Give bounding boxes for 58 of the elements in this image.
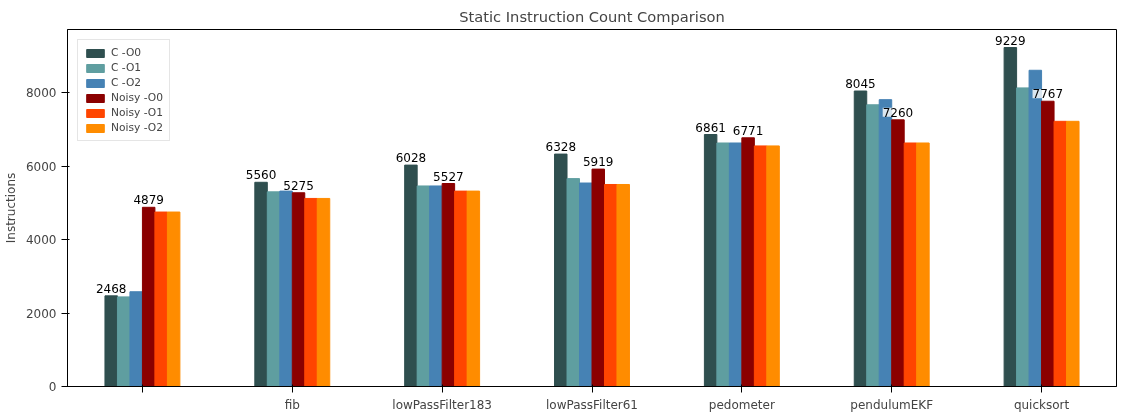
data-label: 4879 [133,193,164,208]
bar [866,104,880,387]
data-label: 5527 [433,169,464,184]
data-label: 6861 [695,120,726,135]
legend-label: Noisy -O1 [111,106,164,119]
legend-label: C -O1 [111,61,142,74]
bar [1053,120,1068,387]
y-axis-title: Instructions [3,172,18,244]
data-label: 5560 [245,168,277,183]
bar [566,178,581,387]
bar [1041,100,1055,387]
bar [404,164,418,387]
data-label: 7260 [882,105,914,120]
y-tick-label: 8000 [25,86,57,101]
bar [616,183,630,387]
x-tick-label: pendulumEKF [850,397,934,412]
data-label: 5275 [283,178,314,193]
bar [154,211,168,387]
y-tick-label: 4000 [25,233,57,248]
chart-title: Static Instruction Count Comparison [459,7,725,25]
x-tick-label: lowPassFilter61 [545,397,639,412]
bar [279,190,293,387]
data-label: 8045 [845,77,876,92]
bar [916,142,930,387]
bar [591,168,605,387]
bar [129,291,143,387]
x-tick-label: pedometer [708,397,775,412]
data-label: 7767 [1032,87,1064,102]
data-label: 9229 [995,33,1026,48]
bar [1003,47,1018,387]
y-tick-label: 6000 [25,159,57,174]
x-tick-label: quicksort [1013,397,1070,412]
bar [441,183,456,387]
legend-label: C -O2 [111,76,142,89]
y-tick-label: 0 [48,380,57,394]
bar [466,190,481,387]
data-label: 6028 [395,151,427,166]
data-label: 5919 [582,155,614,170]
bar [766,145,780,387]
bar [891,119,905,387]
y-tick-label: 2000 [25,306,57,321]
bar [254,181,268,387]
bar [554,153,568,387]
legend-label: C -O0 [111,46,142,59]
bar [104,295,118,387]
data-label: 6771 [732,123,764,138]
data-label: 2468 [95,281,127,296]
legend-label: Noisy -O2 [111,121,164,134]
bar [716,142,730,387]
data-label: 6328 [545,140,577,155]
x-tick-label: fib [284,397,300,412]
legend-label: Noisy -O0 [111,91,164,104]
bar [1066,120,1080,387]
bar [166,211,181,387]
bar [741,137,755,387]
bar [316,197,331,387]
x-tick-label: lowPassFilter183 [392,397,492,412]
bar [304,197,318,387]
